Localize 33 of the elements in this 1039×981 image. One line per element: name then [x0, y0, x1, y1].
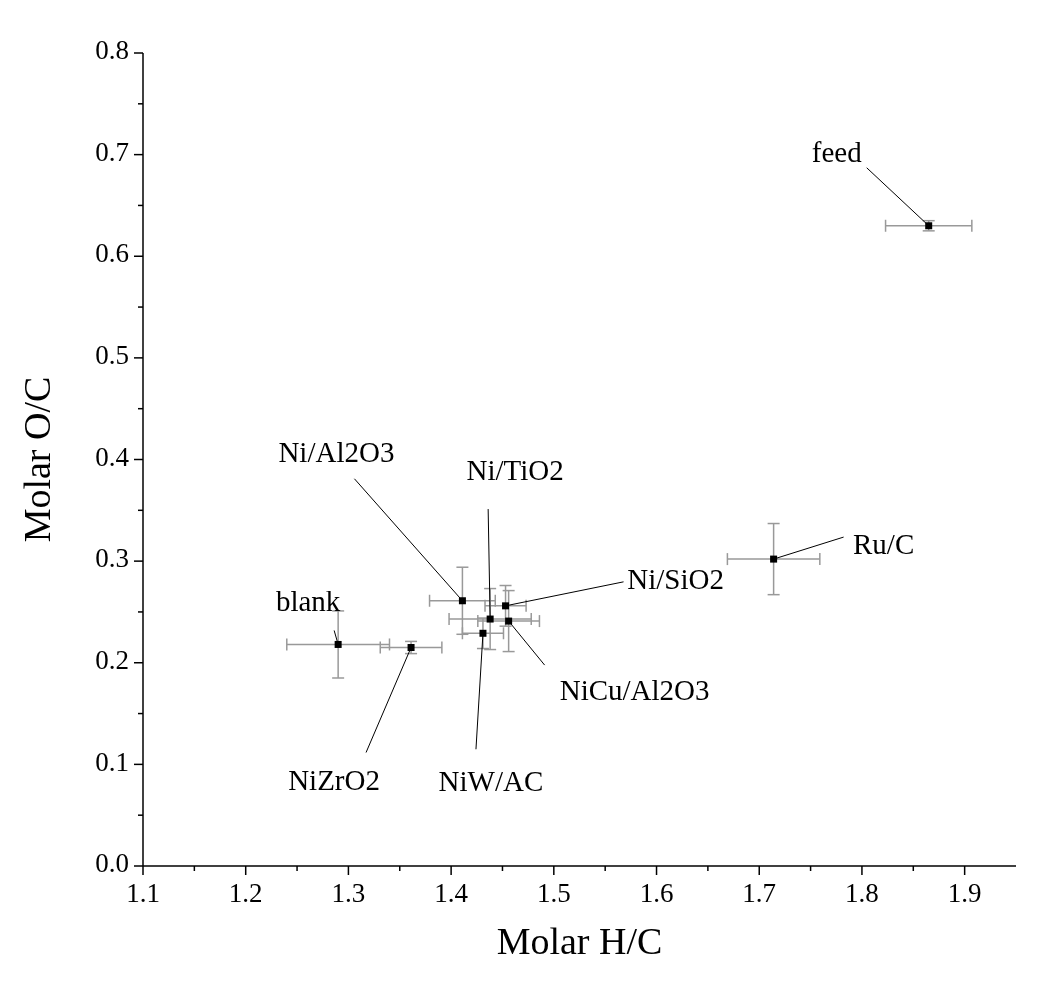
y-tick-label: 0.4 — [95, 441, 130, 472]
y-tick-label: 0.8 — [95, 35, 129, 66]
point — [334, 640, 342, 648]
x-tick-label: 1.7 — [742, 878, 777, 908]
x-tick-label: 1.9 — [947, 878, 982, 908]
point — [502, 602, 510, 610]
annotation: Ni/TiO2 — [466, 453, 564, 486]
y-tick-label: 0.7 — [95, 136, 129, 167]
annotation: Ru/C — [852, 527, 915, 560]
annotation: feed — [811, 135, 863, 168]
annotation: blank — [275, 585, 341, 618]
x-tick-label: 1.6 — [639, 878, 674, 908]
x-tick-label: 1.1 — [126, 878, 160, 908]
annotation: Ni/Al2O3 — [278, 435, 395, 468]
y-tick-label: 0.5 — [95, 340, 129, 371]
y-tick-label: 0.6 — [95, 238, 129, 269]
point — [407, 644, 415, 652]
annotation: NiW/AC — [438, 764, 544, 797]
x-tick-label: 1.4 — [434, 878, 469, 908]
annotation: NiZrO2 — [288, 763, 380, 796]
point — [770, 555, 778, 563]
y-tick-label: 0.1 — [95, 746, 129, 777]
y-axis-title: Molar O/C — [16, 376, 58, 543]
x-tick-label: 1.3 — [331, 878, 366, 908]
x-tick-label: 1.2 — [228, 878, 263, 908]
y-tick-label: 0.2 — [95, 644, 129, 675]
x-tick-label: 1.8 — [845, 878, 879, 908]
x-tick-label: 1.5 — [536, 878, 571, 908]
annotation: Ni/SiO2 — [627, 562, 724, 595]
annotation: NiCu/Al2O3 — [559, 673, 710, 706]
y-tick-label: 0.3 — [95, 543, 129, 574]
x-axis-title: Molar H/C — [496, 920, 663, 962]
y-tick-label: 0.0 — [95, 848, 129, 879]
